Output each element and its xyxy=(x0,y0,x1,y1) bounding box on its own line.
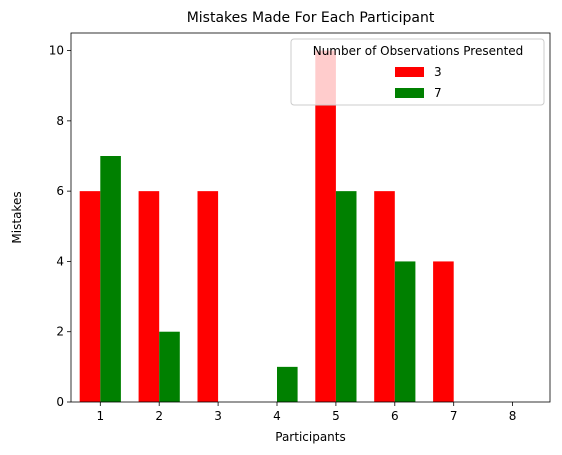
x-tick-label-8: 8 xyxy=(509,409,517,423)
x-tick-label-2: 2 xyxy=(155,409,163,423)
y-tick-label-0: 0 xyxy=(56,395,64,409)
bar-series-7-5 xyxy=(335,191,357,402)
bar-series-3-6 xyxy=(374,191,395,402)
y-tick-label-2: 2 xyxy=(56,325,64,339)
y-tick-label-8: 8 xyxy=(56,114,64,128)
bar-series-7-6 xyxy=(394,261,416,402)
bar-series-3-1 xyxy=(79,191,101,402)
bar-series-3-5 xyxy=(315,50,336,402)
bar-series-3-7 xyxy=(433,261,454,402)
x-axis-label: Participants xyxy=(275,430,346,444)
x-tick-label-3: 3 xyxy=(214,409,222,423)
y-axis-ticks: 0 2 4 6 8 10 xyxy=(49,44,71,409)
bar-series-3-2 xyxy=(138,191,160,402)
x-tick-label-7: 7 xyxy=(450,409,458,423)
bars-group xyxy=(79,50,454,402)
bar-series-7-1 xyxy=(100,156,121,402)
legend-swatch-3 xyxy=(395,67,424,77)
chart-title: Mistakes Made For Each Participant xyxy=(187,10,435,26)
x-tick-label-1: 1 xyxy=(96,409,104,423)
y-tick-label-10: 10 xyxy=(49,44,64,58)
bar-series-3-3 xyxy=(197,191,219,402)
legend: Number of Observations Presented 3 7 xyxy=(290,38,545,106)
legend-swatch-7 xyxy=(395,88,424,98)
legend-title: Number of Observations Presented xyxy=(313,44,524,58)
y-tick-label-4: 4 xyxy=(56,254,64,268)
bar-series-7-2 xyxy=(159,331,180,402)
x-tick-label-4: 4 xyxy=(273,409,281,423)
x-axis-ticks: 1 2 3 4 5 6 7 8 xyxy=(96,402,516,423)
plot-frame xyxy=(70,32,551,403)
legend-label-7: 7 xyxy=(434,86,442,100)
bar-series-7-4 xyxy=(277,366,298,402)
x-tick-label-6: 6 xyxy=(391,409,399,423)
y-tick-label-6: 6 xyxy=(56,184,64,198)
axes-group xyxy=(70,32,551,403)
x-tick-label-5: 5 xyxy=(332,409,340,423)
legend-label-3: 3 xyxy=(434,65,442,79)
y-axis-label: Mistakes xyxy=(10,191,24,243)
